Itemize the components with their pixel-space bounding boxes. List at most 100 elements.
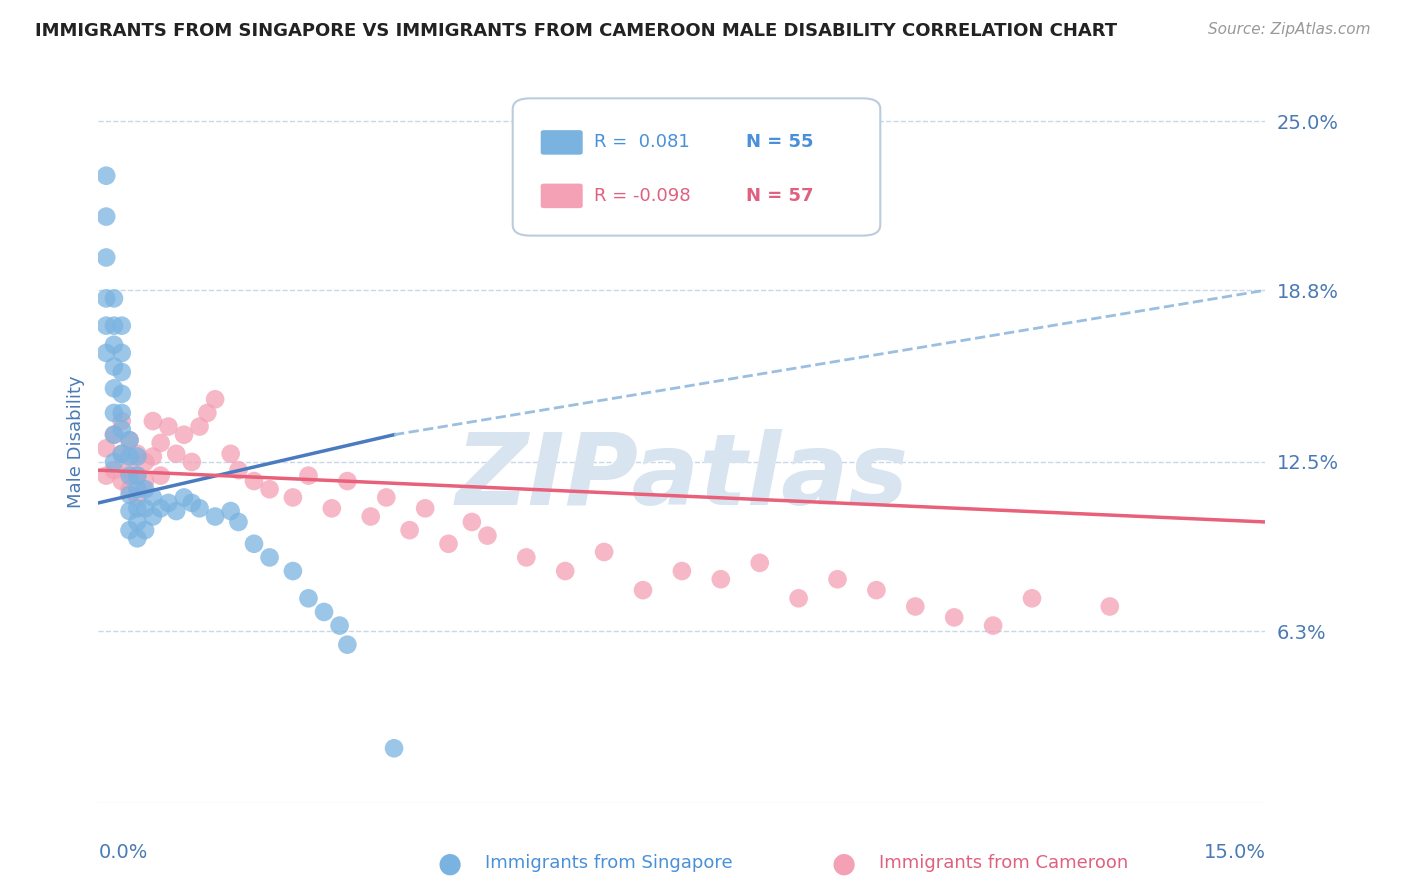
Point: [127, 450, 149, 464]
Point: [142, 509, 165, 524]
Text: N = 57: N = 57: [747, 187, 814, 205]
Point: [943, 610, 966, 624]
Point: [134, 455, 156, 469]
Point: [103, 292, 125, 306]
Text: IMMIGRANTS FROM SINGAPORE VS IMMIGRANTS FROM CAMEROON MALE DISABILITY CORRELATIO: IMMIGRANTS FROM SINGAPORE VS IMMIGRANTS …: [35, 22, 1118, 40]
Point: [515, 550, 537, 565]
Point: [103, 406, 125, 420]
Point: [134, 474, 156, 488]
Point: [96, 251, 118, 265]
Point: [228, 515, 250, 529]
Point: [787, 591, 810, 606]
Point: [1021, 591, 1043, 606]
Point: [127, 501, 149, 516]
Point: [228, 463, 250, 477]
Point: [111, 414, 134, 428]
Point: [243, 537, 266, 551]
Point: [382, 741, 405, 756]
FancyBboxPatch shape: [541, 130, 582, 154]
Point: [360, 509, 382, 524]
Point: [631, 583, 654, 598]
Point: [96, 346, 118, 360]
Point: [111, 447, 134, 461]
Point: [96, 169, 118, 183]
Text: ●: ●: [437, 849, 463, 878]
Point: [554, 564, 576, 578]
Point: [111, 318, 134, 333]
Text: Immigrants from Cameroon: Immigrants from Cameroon: [879, 855, 1128, 872]
Point: [142, 491, 165, 505]
Text: R =  0.081: R = 0.081: [595, 134, 690, 152]
Text: 15.0%: 15.0%: [1204, 843, 1265, 862]
FancyBboxPatch shape: [513, 98, 880, 235]
Point: [103, 427, 125, 442]
Point: [188, 419, 211, 434]
Point: [204, 509, 226, 524]
Point: [127, 515, 149, 529]
Point: [118, 433, 141, 447]
Point: [336, 474, 359, 488]
Text: N = 55: N = 55: [747, 134, 814, 152]
Point: [142, 414, 165, 428]
Point: [827, 572, 849, 586]
Point: [336, 638, 359, 652]
Point: [127, 468, 149, 483]
Point: [127, 532, 149, 546]
Text: R = -0.098: R = -0.098: [595, 187, 690, 205]
Point: [103, 455, 125, 469]
Point: [748, 556, 770, 570]
Point: [134, 482, 156, 496]
Point: [593, 545, 616, 559]
Point: [118, 488, 141, 502]
Point: [180, 455, 202, 469]
Point: [96, 292, 118, 306]
Point: [118, 468, 141, 483]
Point: [413, 501, 436, 516]
Point: [865, 583, 887, 598]
Point: [297, 468, 319, 483]
Point: [981, 618, 1004, 632]
Point: [118, 482, 141, 496]
Point: [671, 564, 693, 578]
Point: [157, 419, 180, 434]
Point: [118, 433, 141, 447]
Point: [477, 528, 499, 542]
Point: [710, 572, 733, 586]
Text: 0.0%: 0.0%: [98, 843, 148, 862]
Point: [461, 515, 484, 529]
Point: [118, 523, 141, 537]
Point: [149, 436, 172, 450]
Point: [904, 599, 927, 614]
Point: [103, 337, 125, 351]
Point: [219, 447, 242, 461]
Text: Immigrants from Singapore: Immigrants from Singapore: [485, 855, 733, 872]
Point: [398, 523, 420, 537]
Point: [96, 210, 118, 224]
Point: [321, 501, 343, 516]
Y-axis label: Male Disability: Male Disability: [66, 376, 84, 508]
Point: [142, 450, 165, 464]
Point: [103, 463, 125, 477]
Point: [96, 318, 118, 333]
Point: [329, 618, 352, 632]
Point: [149, 501, 172, 516]
Point: [297, 591, 319, 606]
Point: [188, 501, 211, 516]
Point: [134, 523, 156, 537]
Point: [96, 442, 118, 456]
Point: [111, 365, 134, 379]
Point: [437, 537, 460, 551]
Point: [111, 406, 134, 420]
Point: [127, 482, 149, 496]
Point: [111, 474, 134, 488]
Point: [118, 450, 141, 464]
Point: [1098, 599, 1121, 614]
Point: [165, 504, 187, 518]
Point: [173, 427, 195, 442]
Point: [195, 406, 218, 420]
Point: [157, 496, 180, 510]
Point: [259, 482, 281, 496]
Point: [180, 496, 202, 510]
Point: [127, 468, 149, 483]
Point: [134, 501, 156, 516]
